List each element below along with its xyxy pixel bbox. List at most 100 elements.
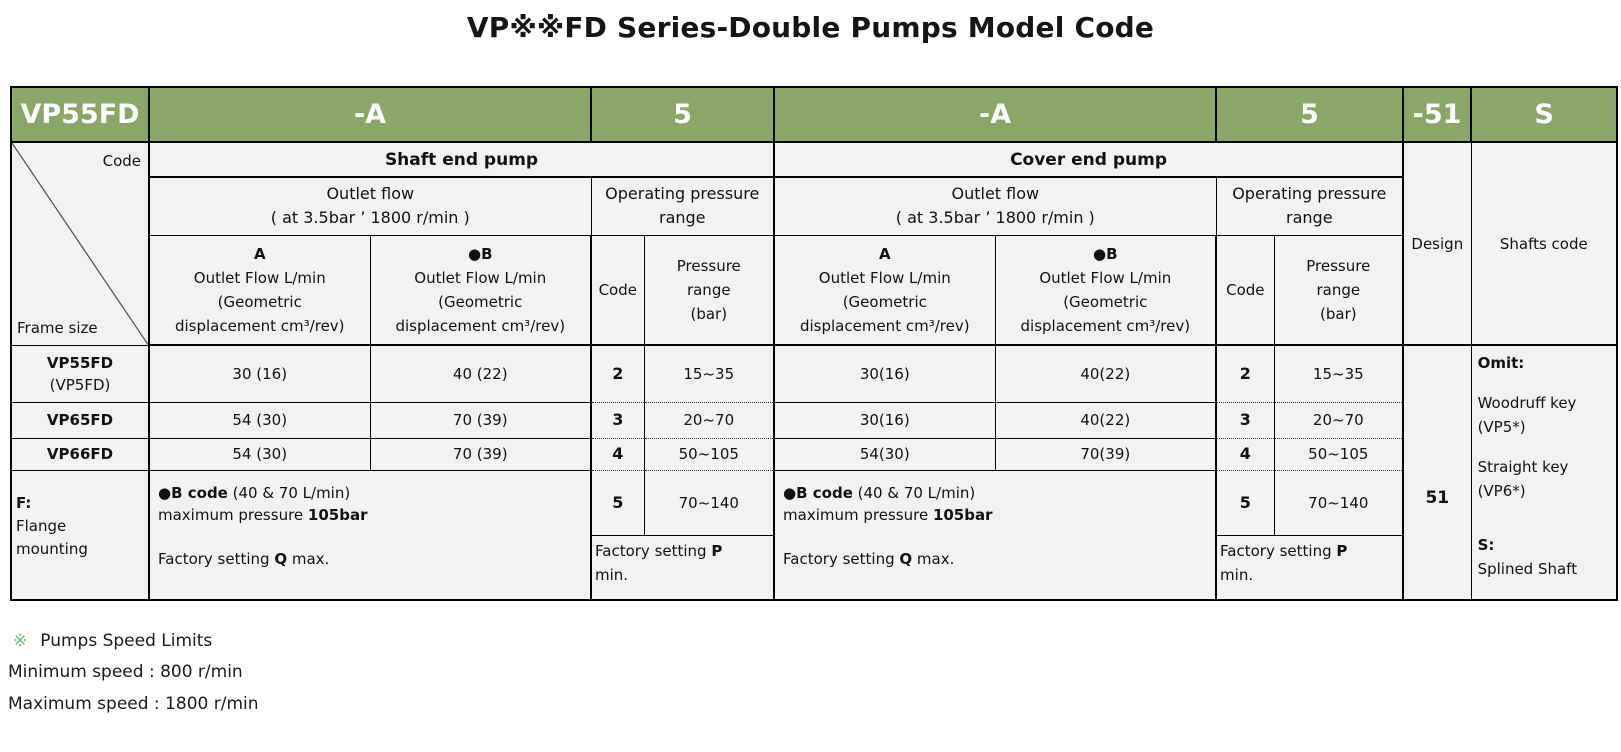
table-row-vp65fd: VP65FD 54 (30) 70 (39) 3 20~70 30(16) 40…	[10, 401, 1617, 439]
shaft-outlet-flow-header: Outlet flow ( at 3.5bar ’ 1800 r/min )	[148, 176, 592, 236]
shafts-s-label: S:	[1477, 536, 1495, 554]
reference-mark-icon: ※	[13, 631, 28, 651]
pressure-line1: Pressure	[1306, 256, 1371, 275]
shaft-flow-b-value: 70 (39)	[369, 401, 593, 439]
corner-cell: Code Frame size	[10, 141, 150, 346]
col-b-line3: displacement cm³/rev)	[395, 316, 566, 335]
col-b-line1: Outlet Flow L/min	[414, 268, 547, 287]
cover-end-pump-header: Cover end pump	[773, 141, 1405, 178]
model-code-frame: VP55FD	[10, 86, 150, 143]
shafts-omit-label: Omit:	[1477, 354, 1525, 372]
outlet-flow-label: Outlet flow	[951, 184, 1040, 204]
col-b-title: ●B	[467, 244, 493, 263]
cover-flow-b-value: 40(22)	[994, 401, 1218, 439]
cover-flow-b-value: 40(22)	[994, 344, 1218, 403]
cover-flow-a-value: 30(16)	[773, 401, 996, 439]
cover-pressure-value: 15~35	[1273, 344, 1405, 403]
shaft-pressure-value: 20~70	[643, 401, 776, 439]
col-b-line2: (Geometric	[438, 292, 523, 311]
shafts-woodruff-key: Woodruff key	[1477, 394, 1577, 412]
table-row-factory-p: Factory setting P min. Factory setting P…	[11, 534, 1617, 601]
maxp-line: maximum pressure 105bar	[783, 504, 1211, 526]
minimum-speed-note: Minimum speed : 800 r/min	[8, 662, 243, 682]
col-b-line1: Outlet Flow L/min	[1039, 268, 1172, 287]
cover-code-header: Code	[1215, 234, 1275, 346]
col-a-line2: (Geometric	[217, 292, 302, 311]
factory-q-post: max.	[287, 549, 330, 568]
design-header: Design	[1402, 141, 1472, 346]
factory-q-pre: Factory setting	[783, 549, 900, 568]
corner-code-label: Code	[102, 152, 141, 170]
design-value: 51	[1402, 344, 1472, 601]
section-header-row: Code Frame size Shaft end pump Cover end…	[10, 141, 1618, 346]
shaft-col-a-header: A Outlet Flow L/min (Geometric displacem…	[148, 234, 371, 346]
speed-limits-heading: ※ Pumps Speed Limits	[13, 631, 1621, 651]
cover-flow-b-value: 70(39)	[994, 437, 1218, 471]
pressure-line3: (bar)	[690, 304, 728, 323]
mounting-line1: Flange	[16, 517, 67, 536]
cover-flow-a-value: 54(30)	[773, 437, 996, 471]
cover-col-b-header: ●B Outlet Flow L/min (Geometric displace…	[994, 234, 1218, 346]
shaft-pressure-value: 50~105	[643, 437, 776, 471]
corner-frame-size-label: Frame size	[17, 318, 98, 337]
col-a-line1: Outlet Flow L/min	[193, 268, 326, 287]
frame-name-sub: (VP5FD)	[49, 375, 111, 394]
shaft-pressure-value: 15~35	[643, 344, 776, 403]
factory-q-line: Factory setting Q max.	[158, 548, 586, 570]
bcode-label: ●B code	[158, 483, 228, 502]
shaft-operating-pressure-header: Operating pressure range	[590, 176, 776, 236]
shaft-factory-p-cell: Factory setting P min.	[590, 534, 776, 601]
factory-p-post: min.	[1220, 565, 1254, 584]
factory-q-letter: Q	[899, 549, 913, 568]
shafts-code-header: Shafts code	[1470, 141, 1618, 346]
col-a-title: A	[878, 244, 891, 263]
col-a-line3: displacement cm³/rev)	[174, 316, 345, 335]
shaft-code-value: 2	[590, 344, 645, 403]
model-code-shafts: S	[1470, 86, 1619, 143]
factory-p-line: Factory setting P min.	[1220, 539, 1375, 587]
shaft-code-value: 3	[590, 401, 645, 439]
pressure-line2: range	[1316, 280, 1361, 299]
col-a-line2: (Geometric	[842, 292, 927, 311]
col-a-title: A	[253, 244, 266, 263]
shafts-splined-label: Splined Shaft	[1477, 560, 1578, 578]
outlet-flow-condition: ( at 3.5bar ’ 1800 r/min )	[270, 208, 470, 228]
factory-p-post: min.	[595, 565, 629, 584]
table-row-bcode: F: Flange mounting ●B code (40 & 70 L/mi…	[10, 469, 1617, 601]
pressure-line1: Pressure	[676, 256, 741, 275]
shaft-bcode-note-cell: ●B code (40 & 70 L/min) maximum pressure…	[148, 469, 593, 601]
cover-code-value: 3	[1215, 401, 1275, 439]
shaft-flow-b-value: 40 (22)	[369, 344, 593, 403]
cover-flow-a-value: 30(16)	[773, 344, 996, 403]
outlet-flow-condition: ( at 3.5bar ’ 1800 r/min )	[895, 208, 1095, 228]
shaft-flow-a-value: 54 (30)	[148, 401, 371, 439]
cover-pressure-value: 50~105	[1273, 437, 1405, 471]
frame-name: VP66FD	[10, 437, 150, 471]
shaft-flow-b-value: 70 (39)	[369, 437, 593, 471]
bcode-label: ●B code	[783, 483, 853, 502]
factory-p-line: Factory setting P min.	[595, 539, 750, 587]
col-a-line3: displacement cm³/rev)	[799, 316, 970, 335]
shafts-straight-key: Straight key	[1477, 458, 1569, 476]
speed-limits-title: Pumps Speed Limits	[40, 631, 213, 651]
shafts-woodruff-frames: (VP5*)	[1477, 418, 1526, 436]
cover-code-value: 4	[1215, 437, 1275, 471]
shaft-end-pump-header: Shaft end pump	[148, 141, 776, 178]
cover-operating-pressure-header: Operating pressure range	[1215, 176, 1405, 236]
col-a-line1: Outlet Flow L/min	[818, 268, 951, 287]
model-code-cover-flow: -A	[773, 86, 1218, 143]
factory-q-letter: Q	[274, 549, 288, 568]
cover-pressure-value: 70~140	[1273, 469, 1405, 536]
subheader-row: Outlet flow ( at 3.5bar ’ 1800 r/min ) O…	[11, 176, 1617, 236]
notes-section: ※ Pumps Speed Limits Minimum speed : 800 …	[8, 631, 1621, 715]
diagonal-line	[12, 143, 147, 344]
model-code-table: VP55FD -A 5 -A 5 -51 S Code Frame size S…	[10, 86, 1619, 601]
cover-pressure-header: Pressure range (bar)	[1273, 234, 1405, 346]
factory-q-post: max.	[912, 549, 955, 568]
page: VP※※FD Series-Double Pumps Model Code VP…	[0, 12, 1621, 752]
shaft-pressure-header: Pressure range (bar)	[643, 234, 776, 346]
shaft-code-header: Code	[590, 234, 645, 346]
page-title: VP※※FD Series-Double Pumps Model Code	[466, 11, 1155, 44]
cover-pressure-value: 20~70	[1273, 401, 1405, 439]
bcode-line: ●B code (40 & 70 L/min)	[158, 482, 586, 504]
